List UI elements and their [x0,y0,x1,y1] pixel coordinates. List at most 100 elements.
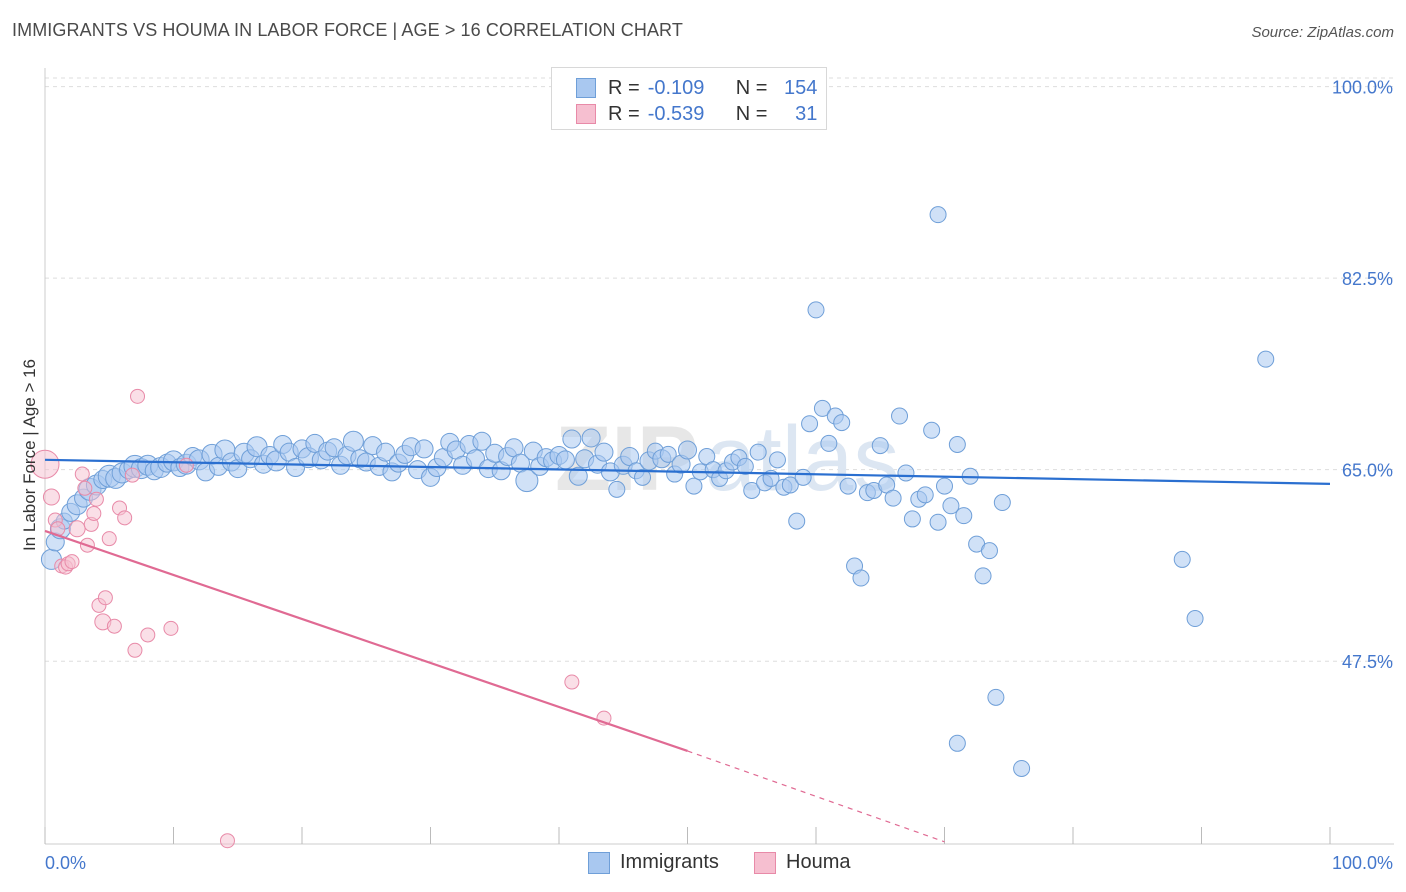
immigrants-point [1186,610,1204,628]
immigrants-point [685,477,703,495]
immigrants-point [980,542,998,560]
houma-point [163,620,179,636]
immigrants-point [659,445,677,463]
y-tick-label: 100.0% [1332,78,1393,98]
immigrants-point [794,468,812,486]
immigrants-point [929,206,947,224]
points-layer [30,206,1275,849]
houma-point [86,505,102,521]
houma-trend-line [44,529,688,753]
y-tick-label: 65.0% [1342,461,1393,481]
houma-point [64,554,80,570]
immigrants-point [594,442,614,462]
houma-point [178,457,194,473]
immigrants-point [813,399,831,417]
immigrants-point [634,468,652,486]
immigrants-point [942,497,960,515]
legend-n-value: 31 [795,102,818,125]
immigrants-point [1173,550,1191,568]
chart-title: IMMIGRANTS VS HOUMA IN LABOR FORCE | AGE… [12,20,683,40]
bottom-legend-houma: Houma [754,851,850,874]
immigrants-point [936,477,953,495]
houma-swatch-icon [576,104,596,124]
immigrants-point [891,407,909,425]
houma-point [30,449,60,479]
y-axis-label: In Labor Force | Age > 16 [20,358,39,552]
y-tick-label: 47.5% [1342,652,1393,672]
immigrants-point [948,436,966,454]
immigrants-point [472,431,492,451]
legend-r-label: R = [608,76,640,99]
immigrants-point [788,512,806,530]
immigrants-point [376,442,396,462]
x-tick-label: 100.0% [1332,853,1393,873]
immigrants-point [781,476,799,494]
stats-legend: R = -0.109 N = 154 R = -0.539 N = 31 [551,67,827,130]
immigrants-point [903,510,921,528]
houma-point [219,833,235,849]
houma-point [74,466,90,482]
immigrants-point [678,440,697,460]
houma-point [42,488,60,506]
houma-legend-icon [754,851,776,874]
legend-r-value: -0.539 [647,102,705,125]
immigrants-point [923,421,941,439]
legend-r-label: R = [608,102,640,125]
legend-n-value: 154 [784,76,818,99]
houma-point [124,467,140,483]
immigrants-point [916,486,934,504]
immigrants-point [871,437,889,455]
legend-r-value: -0.109 [647,76,705,99]
immigrants-point [555,450,575,470]
immigrants-point [897,464,915,482]
immigrants-point [608,480,626,498]
houma-legend-label: Houma [786,851,851,873]
immigrants-point [562,429,582,449]
immigrants-point [948,734,966,752]
y-tick-label: 82.5% [1342,269,1393,289]
houma-point [127,642,143,658]
immigrants-point [801,415,819,433]
immigrants-point [1013,759,1031,777]
houma-point [564,674,580,690]
immigrants-legend-label: Immigrants [620,851,719,873]
immigrants-point [736,457,754,475]
tick-label-layer: 100.0% 82.5% 65.0% 47.5% 0.0% 100.0% [45,78,1393,873]
immigrants-point [993,494,1011,512]
immigrants-point [743,481,761,499]
immigrants-point [974,567,992,585]
source-label: Source: ZipAtlas.com [1251,24,1394,41]
bottom-legend-immigrants: Immigrants [588,851,719,874]
houma-point [101,531,117,547]
houma-point [97,590,113,606]
immigrants-point [833,414,851,432]
houma-point [130,388,146,404]
immigrants-point [1257,350,1275,368]
houma-point [117,510,133,526]
houma-point [106,618,122,634]
legend-n-label: N = [735,102,768,125]
legend-row-houma: R = -0.539 N = 31 [576,102,817,126]
immigrants-point [852,569,870,587]
x-tick-label: 0.0% [45,853,86,873]
houma-point [140,627,156,643]
immigrants-point [807,301,825,319]
houma-point [68,520,86,538]
immigrants-point [768,451,786,469]
legend-row-immigrants: R = -0.109 N = 154 [576,76,817,100]
houma-point [88,491,104,507]
immigrants-point [820,434,838,452]
immigrants-point [929,513,947,531]
immigrants-point [839,477,857,495]
immigrants-point [568,466,588,486]
immigrants-legend-icon [588,851,610,874]
immigrants-point [581,428,601,448]
immigrants-point [884,489,902,507]
trend-layer [44,458,1331,843]
immigrants-point [749,443,767,461]
immigrants-trend-line [44,458,1331,486]
legend-n-label: N = [735,76,768,99]
immigrants-point [987,688,1005,706]
houma-point [77,480,93,496]
